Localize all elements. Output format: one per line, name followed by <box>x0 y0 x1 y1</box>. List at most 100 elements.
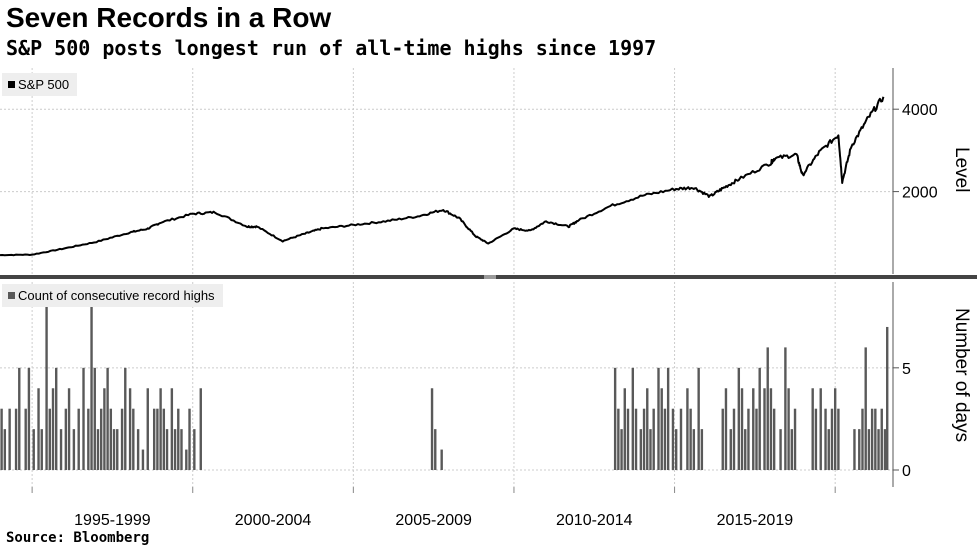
bottom-ytick-label-1: 5 <box>902 361 911 378</box>
record-bar <box>689 408 692 470</box>
record-bar <box>631 367 635 470</box>
record-bar <box>793 408 797 470</box>
record-bar <box>14 408 18 470</box>
record-bar <box>853 429 856 470</box>
record-bar <box>440 449 443 470</box>
record-bar <box>642 408 646 470</box>
record-bar <box>660 388 663 470</box>
record-bar <box>744 429 747 470</box>
record-bar <box>886 326 889 470</box>
x-tick-label-2: 2005-2009 <box>395 512 472 529</box>
record-bar <box>136 429 140 470</box>
bar-legend: Count of consecutive record highs <box>2 284 223 307</box>
source-note: Source: Bloomberg <box>6 530 150 546</box>
record-bar <box>87 408 90 470</box>
record-bar <box>162 408 166 470</box>
record-bar <box>811 388 814 470</box>
record-bar <box>827 429 830 470</box>
record-bar <box>40 429 43 470</box>
record-bar <box>146 388 149 470</box>
record-bar <box>124 367 127 470</box>
line-legend-label: S&P 500 <box>18 77 70 92</box>
line-y-axis-title: Level <box>951 147 972 193</box>
bar-y-axis-title: Number of days <box>951 308 972 443</box>
record-bar <box>700 429 704 470</box>
record-bar <box>870 408 874 470</box>
bar-legend-swatch <box>8 292 15 299</box>
record-bar <box>646 388 649 470</box>
record-bar <box>72 429 76 470</box>
record-bar <box>67 388 71 470</box>
record-bar <box>45 306 48 470</box>
record-bar <box>24 408 27 470</box>
record-bar <box>755 408 758 470</box>
record-bar <box>77 408 80 470</box>
record-bar <box>617 408 620 470</box>
record-bar <box>747 408 750 470</box>
record-bar <box>779 429 782 470</box>
record-bar <box>120 408 124 470</box>
record-bar <box>156 408 159 470</box>
record-bar <box>837 408 840 470</box>
record-bar <box>830 408 834 470</box>
record-bar <box>649 429 652 470</box>
record-bar <box>724 388 728 470</box>
chart-title: Seven Records in a Row <box>6 2 332 33</box>
record-bar <box>880 408 883 470</box>
record-bar <box>96 429 100 470</box>
record-bar <box>663 408 667 470</box>
x-tick-label-1: 2000-2004 <box>235 512 312 529</box>
record-bar <box>861 408 864 470</box>
panel-divider-handle <box>484 275 496 279</box>
record-bar <box>623 388 626 470</box>
record-bar <box>784 347 787 470</box>
record-bar <box>106 367 109 470</box>
record-bar <box>729 429 732 470</box>
record-bar <box>48 408 51 470</box>
record-bar <box>671 408 675 470</box>
record-bar <box>752 388 755 470</box>
record-bar <box>657 367 660 470</box>
record-bar <box>152 408 156 470</box>
record-bar <box>652 408 655 470</box>
x-tick-label-3: 2010-2014 <box>556 512 633 529</box>
record-bar <box>188 408 191 470</box>
record-bar <box>858 429 861 470</box>
record-bar <box>434 429 437 470</box>
x-tick-label-0: 1995-1999 <box>74 512 151 529</box>
record-bar <box>32 429 35 470</box>
line-legend: S&P 500 <box>2 73 78 96</box>
record-bar <box>8 408 11 470</box>
record-bar <box>732 408 736 470</box>
record-bar <box>674 429 678 470</box>
record-bar <box>430 388 434 470</box>
record-bar <box>833 388 837 470</box>
record-bar <box>639 429 643 470</box>
record-bar <box>112 429 116 470</box>
record-bar <box>51 388 55 470</box>
record-bar <box>93 367 96 470</box>
record-bar <box>27 367 31 470</box>
record-bar <box>141 449 145 470</box>
record-bar <box>679 408 683 470</box>
record-bar <box>772 408 776 470</box>
record-bar <box>82 367 85 470</box>
record-bar <box>686 388 689 470</box>
chart-subtitle: S&P 500 posts longest run of all-time hi… <box>6 36 657 60</box>
bar-legend-label: Count of consecutive record highs <box>18 288 215 303</box>
record-bar <box>692 429 696 470</box>
record-bar <box>613 367 617 470</box>
record-bar <box>883 429 887 470</box>
record-bar <box>90 306 93 470</box>
record-bar <box>634 408 638 470</box>
record-bar <box>37 388 40 470</box>
record-bar <box>177 408 180 470</box>
record-bar <box>55 367 58 470</box>
top-ytick-label-0: 2000 <box>902 185 938 202</box>
record-bar <box>170 388 174 470</box>
record-bar <box>874 408 877 470</box>
x-tick-label-4: 2015-2019 <box>717 512 794 529</box>
record-bar <box>814 408 818 470</box>
sp500-line <box>0 96 885 257</box>
